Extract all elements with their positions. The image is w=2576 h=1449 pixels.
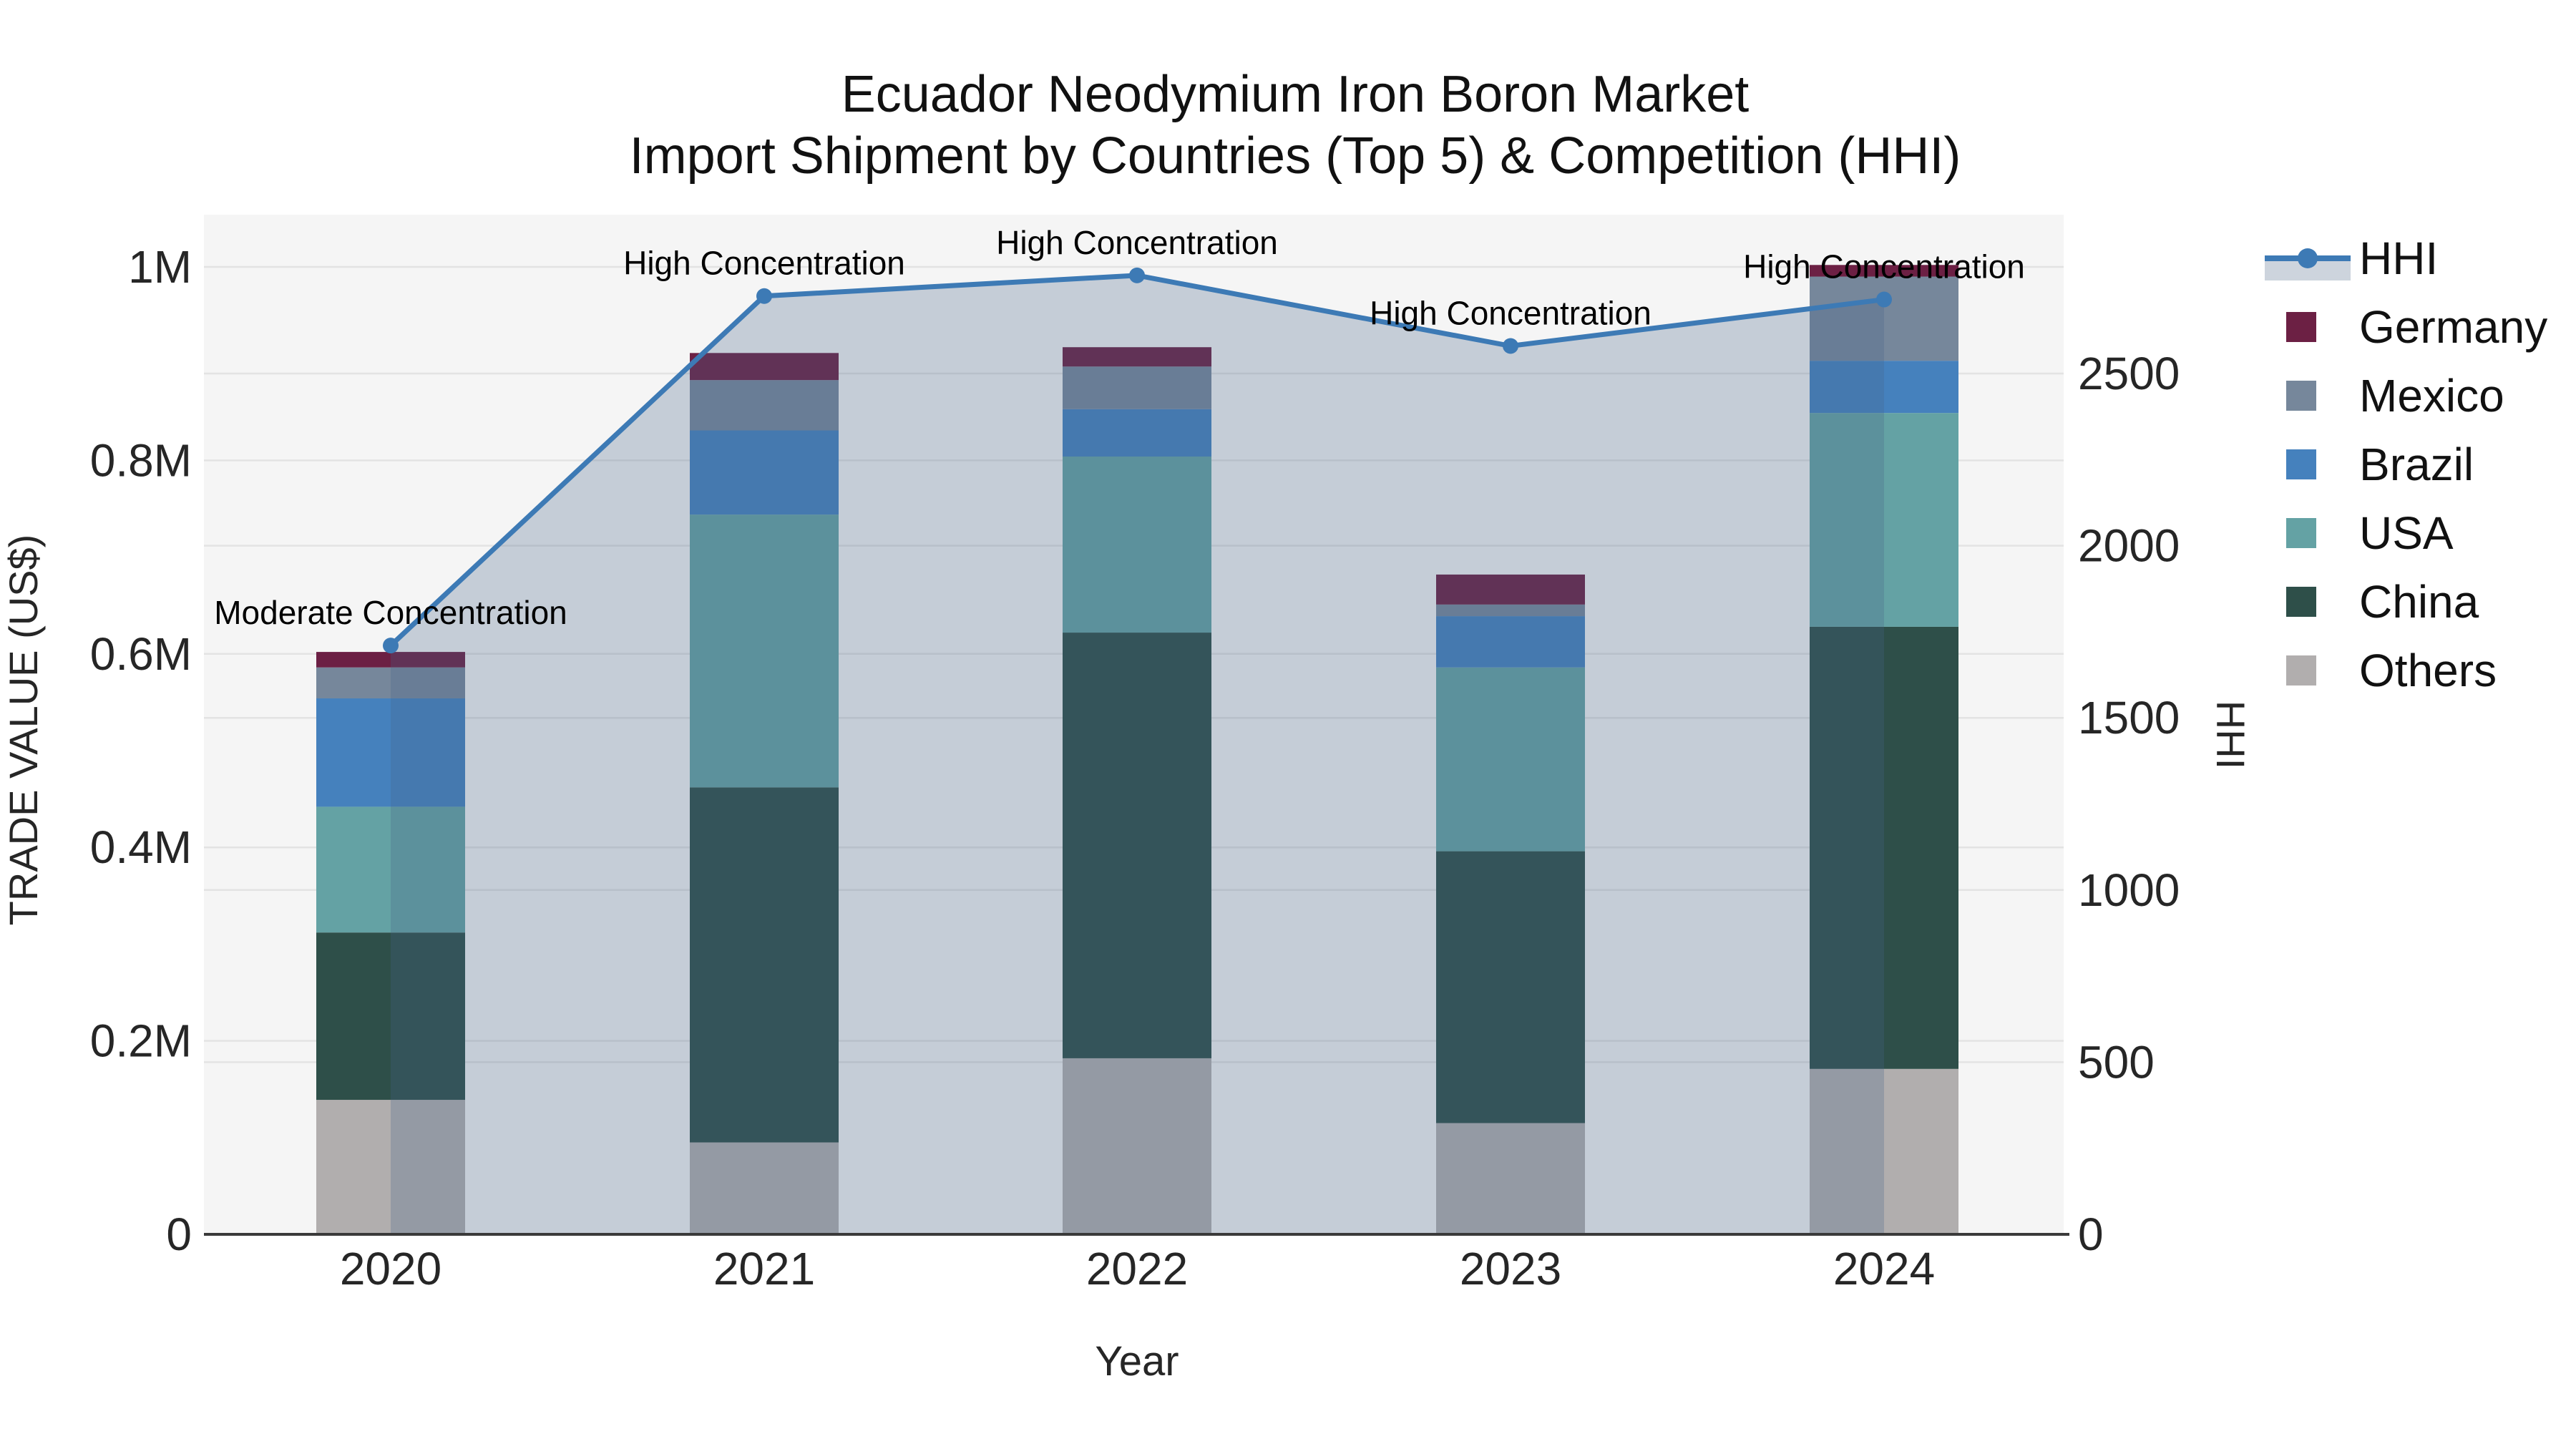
chart-title-line2: Import Shipment by Countries (Top 5) & C… (630, 127, 1961, 185)
bar-segment-mexico-2021[interactable] (690, 380, 839, 431)
legend-swatch-brazil (2286, 449, 2316, 479)
y-right-tick-0: 0 (2078, 1209, 2104, 1260)
legend-item-germany[interactable]: Germany (2286, 301, 2547, 353)
legend-label-china: China (2359, 576, 2479, 628)
legend-item-mexico[interactable]: Mexico (2286, 370, 2504, 421)
bar-segment-germany-2024[interactable] (1810, 265, 1958, 277)
y-right-tick-500: 500 (2078, 1036, 2155, 1088)
bar-segment-others-2024[interactable] (1810, 1068, 1958, 1234)
annotation-2020: Moderate Concentration (214, 594, 567, 631)
x-axis-title: Year (1095, 1338, 1179, 1385)
bar-segment-usa-2022[interactable] (1063, 456, 1211, 633)
legend-label-germany: Germany (2359, 301, 2547, 353)
bar-segment-others-2020[interactable] (316, 1100, 465, 1234)
bar-segment-china-2020[interactable] (316, 932, 465, 1101)
x-tick-2020: 2020 (340, 1243, 441, 1294)
bar-segment-brazil-2023[interactable] (1436, 616, 1585, 668)
bar-segment-germany-2021[interactable] (690, 353, 839, 381)
x-tick-2021: 2021 (713, 1243, 815, 1294)
y-right-tick-1500: 1500 (2078, 692, 2180, 743)
bar-segment-usa-2020[interactable] (316, 806, 465, 933)
legend-label-hhi: HHI (2359, 233, 2438, 284)
y-right-tick-2500: 2500 (2078, 348, 2180, 399)
bar-segment-china-2022[interactable] (1063, 633, 1211, 1058)
annotation-2021: High Concentration (623, 245, 905, 282)
y-left-tick-0.4M: 0.4M (90, 821, 192, 873)
hhi-marker-2020[interactable] (383, 638, 399, 654)
bar-segment-china-2024[interactable] (1810, 626, 1958, 1069)
bar-segment-mexico-2024[interactable] (1810, 276, 1958, 361)
hhi-marker-2021[interactable] (756, 288, 772, 304)
bar-segment-others-2023[interactable] (1436, 1123, 1585, 1234)
bar-segment-others-2021[interactable] (690, 1142, 839, 1234)
bar-segment-china-2023[interactable] (1436, 851, 1585, 1123)
bar-segment-brazil-2024[interactable] (1810, 361, 1958, 414)
legend-item-usa[interactable]: USA (2286, 507, 2454, 559)
legend-item-hhi[interactable]: HHI (2265, 233, 2438, 284)
hhi-marker-2023[interactable] (1503, 338, 1518, 354)
x-tick-2024: 2024 (1833, 1243, 1935, 1294)
bar-segment-usa-2023[interactable] (1436, 667, 1585, 852)
y-right-axis-title: HHI (2208, 701, 2253, 769)
legend-label-brazil: Brazil (2359, 439, 2474, 490)
legend-swatch-others (2286, 655, 2316, 686)
x-tick-2022: 2022 (1086, 1243, 1188, 1294)
y-right-tick-1000: 1000 (2078, 864, 2180, 916)
y-left-tick-0.2M: 0.2M (90, 1015, 192, 1067)
bar-segment-usa-2024[interactable] (1810, 413, 1958, 627)
legend-label-others: Others (2359, 645, 2497, 696)
bar-segment-mexico-2023[interactable] (1436, 604, 1585, 617)
bar-segment-germany-2023[interactable] (1436, 574, 1585, 605)
legend-swatch-usa (2286, 518, 2316, 548)
legend-swatch-germany (2286, 312, 2316, 342)
y-left-tick-0: 0 (166, 1209, 192, 1260)
legend-swatch-mexico (2286, 381, 2316, 411)
bar-segment-germany-2022[interactable] (1063, 347, 1211, 367)
annotation-2024: High Concentration (1743, 248, 2025, 286)
bar-segment-mexico-2022[interactable] (1063, 366, 1211, 409)
hhi-marker-2022[interactable] (1129, 267, 1145, 283)
y-left-tick-0.6M: 0.6M (90, 628, 192, 680)
legend: HHI Germany Mexico Brazil USA China Others (2265, 233, 2547, 696)
legend-hhi-marker-sample (2298, 248, 2318, 268)
x-tick-2023: 2023 (1460, 1243, 1561, 1294)
bar-segment-brazil-2020[interactable] (316, 698, 465, 807)
plot-area-group: Moderate Concentration High Concentration… (90, 215, 2180, 1294)
bar-segment-germany-2020[interactable] (316, 652, 465, 668)
annotation-2022: High Concentration (996, 224, 1278, 261)
bar-segment-mexico-2020[interactable] (316, 667, 465, 698)
legend-item-others[interactable]: Others (2286, 645, 2497, 696)
hhi-marker-2024[interactable] (1876, 291, 1892, 308)
y-right-tick-2000: 2000 (2078, 520, 2180, 572)
bar-segment-china-2021[interactable] (690, 787, 839, 1143)
legend-item-china[interactable]: China (2286, 576, 2479, 628)
hhi-area-fill (391, 275, 1884, 1234)
bar-segment-brazil-2021[interactable] (690, 430, 839, 515)
chart-title-line1: Ecuador Neodymium Iron Boron Market (841, 66, 1750, 123)
y-left-axis-title: TRADE VALUE (US$) (1, 535, 46, 926)
annotation-2023: High Concentration (1370, 295, 1652, 332)
y-left-tick-0.8M: 0.8M (90, 434, 192, 486)
legend-label-mexico: Mexico (2359, 370, 2504, 421)
bar-segment-brazil-2022[interactable] (1063, 409, 1211, 457)
legend-swatch-china (2286, 587, 2316, 617)
bar-segment-others-2022[interactable] (1063, 1058, 1211, 1234)
bar-segment-usa-2021[interactable] (690, 514, 839, 788)
legend-item-brazil[interactable]: Brazil (2286, 439, 2474, 490)
legend-label-usa: USA (2359, 507, 2454, 559)
y-left-tick-1M: 1M (128, 241, 192, 293)
